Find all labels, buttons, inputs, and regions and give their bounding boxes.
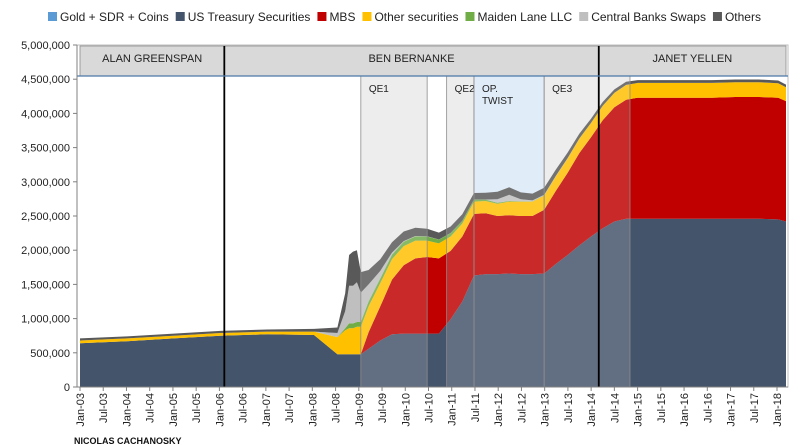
series-areas [80, 79, 786, 387]
x-tick-label: Jan-14 [586, 393, 598, 427]
x-tick-label: Jul-09 [377, 393, 389, 423]
y-axis: 0 500,000 1,000,000 1,500,000 2,000,000 2,500… [21, 40, 78, 394]
x-tick-label: Jul-06 [238, 393, 250, 423]
legend-swatch-3 [362, 12, 372, 21]
x-tick-label: Jul-08 [331, 393, 343, 423]
legend-label-0: Gold + SDR + Coins [60, 10, 169, 24]
y-tick-label: 2,000,000 [21, 245, 70, 257]
y-tick-label: 3,500,000 [21, 143, 70, 155]
series-area-us-treasury-securities [80, 218, 786, 387]
legend-swatch-4 [465, 12, 475, 21]
x-tick-label: Jan-13 [540, 393, 552, 427]
era-label-1: BEN BERNANKE [368, 53, 454, 65]
x-tick-label: Jan-12 [493, 393, 505, 427]
x-tick-label: Jan-11 [447, 393, 459, 426]
era-band-2 [598, 45, 787, 77]
x-tick-label: Jan-16 [679, 393, 691, 427]
y-tick-label: 4,000,000 [21, 108, 70, 120]
legend-swatch-6 [712, 12, 722, 21]
x-tick-label: Jan-15 [633, 393, 645, 427]
program-outlines: QE1 QE2 OP.TWIST QE3 [360, 75, 631, 388]
program-window-0 [360, 75, 428, 388]
y-tick-label: 1,500,000 [21, 279, 70, 291]
x-tick-label: Jan-17 [726, 393, 738, 427]
x-tick-label: Jan-06 [214, 393, 226, 427]
x-tick-label: Jul-05 [191, 393, 203, 423]
program-window-2 [473, 75, 545, 388]
program-label-1: QE2 [455, 84, 475, 95]
program-window-3 [543, 75, 631, 388]
y-tick-label: 5,000,000 [21, 40, 70, 52]
legend: Gold + SDR + Coins US Treasury Securities… [48, 10, 761, 24]
program-label-3: QE3 [552, 84, 572, 95]
x-tick-label: Jul-12 [516, 393, 528, 423]
x-tick-label: Jan-08 [307, 393, 319, 427]
program-label-2-line2: TWIST [482, 96, 513, 107]
x-tick-label: Jan-03 [75, 393, 87, 427]
x-tick-label: Jul-07 [284, 393, 296, 423]
x-tick-label: Jan-18 [772, 393, 784, 427]
y-tick-label: 0 [64, 382, 70, 394]
program-label-2: OP. [482, 84, 498, 95]
legend-swatch-1 [175, 12, 185, 21]
legend-label-6: Others [725, 10, 761, 24]
x-tick-label: Jul-13 [563, 393, 575, 423]
legend-label-5: Central Banks Swaps [591, 10, 706, 24]
x-tick-label: Jan-04 [121, 393, 133, 427]
era-label-0: ALAN GREENSPAN [102, 53, 202, 65]
y-tick-label: 3,000,000 [21, 177, 70, 189]
legend-swatch-5 [579, 12, 589, 21]
legend-label-4: Maiden Lane LLC [477, 10, 572, 24]
x-tick-label: Jul-03 [98, 393, 110, 423]
x-tick-label: Jan-10 [400, 393, 412, 427]
era-band-1 [223, 45, 600, 77]
legend-label-1: US Treasury Securities [188, 10, 311, 24]
x-tick-label: Jul-10 [424, 393, 436, 423]
legend-label-3: Other securities [374, 10, 458, 24]
y-tick-label: 1,000,000 [21, 314, 70, 326]
legend-swatch-2 [317, 12, 327, 21]
program-window-1 [446, 75, 475, 388]
x-tick-label: Jul-16 [702, 393, 714, 423]
legend-label-2: MBS [329, 10, 355, 24]
legend-swatch-0 [48, 12, 57, 21]
series-area-mbs [80, 97, 786, 355]
x-tick-label: Jul-15 [656, 393, 668, 423]
x-tick-label: Jan-09 [354, 393, 366, 427]
era-bands: ALAN GREENSPAN BEN BERNANKE JANET YELLEN [77, 45, 788, 387]
x-tick-label: Jul-11 [470, 393, 482, 422]
y-tick-label: 500,000 [30, 348, 70, 360]
x-tick-label: Jul-14 [609, 393, 621, 423]
author-credit: NICOLAS CACHANOSKY [74, 436, 182, 445]
x-tick-label: Jan-07 [261, 393, 273, 427]
y-tick-label: 2,500,000 [21, 211, 70, 223]
x-axis: Jan-03 Jul-03 Jan-04 Jul-04 Jan-05 Jul-05 Jan-… [75, 386, 788, 427]
era-label-2: JANET YELLEN [653, 53, 733, 65]
y-tick-label: 4,500,000 [21, 74, 70, 86]
x-tick-label: Jul-04 [145, 393, 157, 423]
x-tick-label: Jul-17 [749, 393, 761, 423]
program-label-0: QE1 [369, 84, 389, 95]
x-tick-label: Jan-05 [168, 393, 180, 427]
